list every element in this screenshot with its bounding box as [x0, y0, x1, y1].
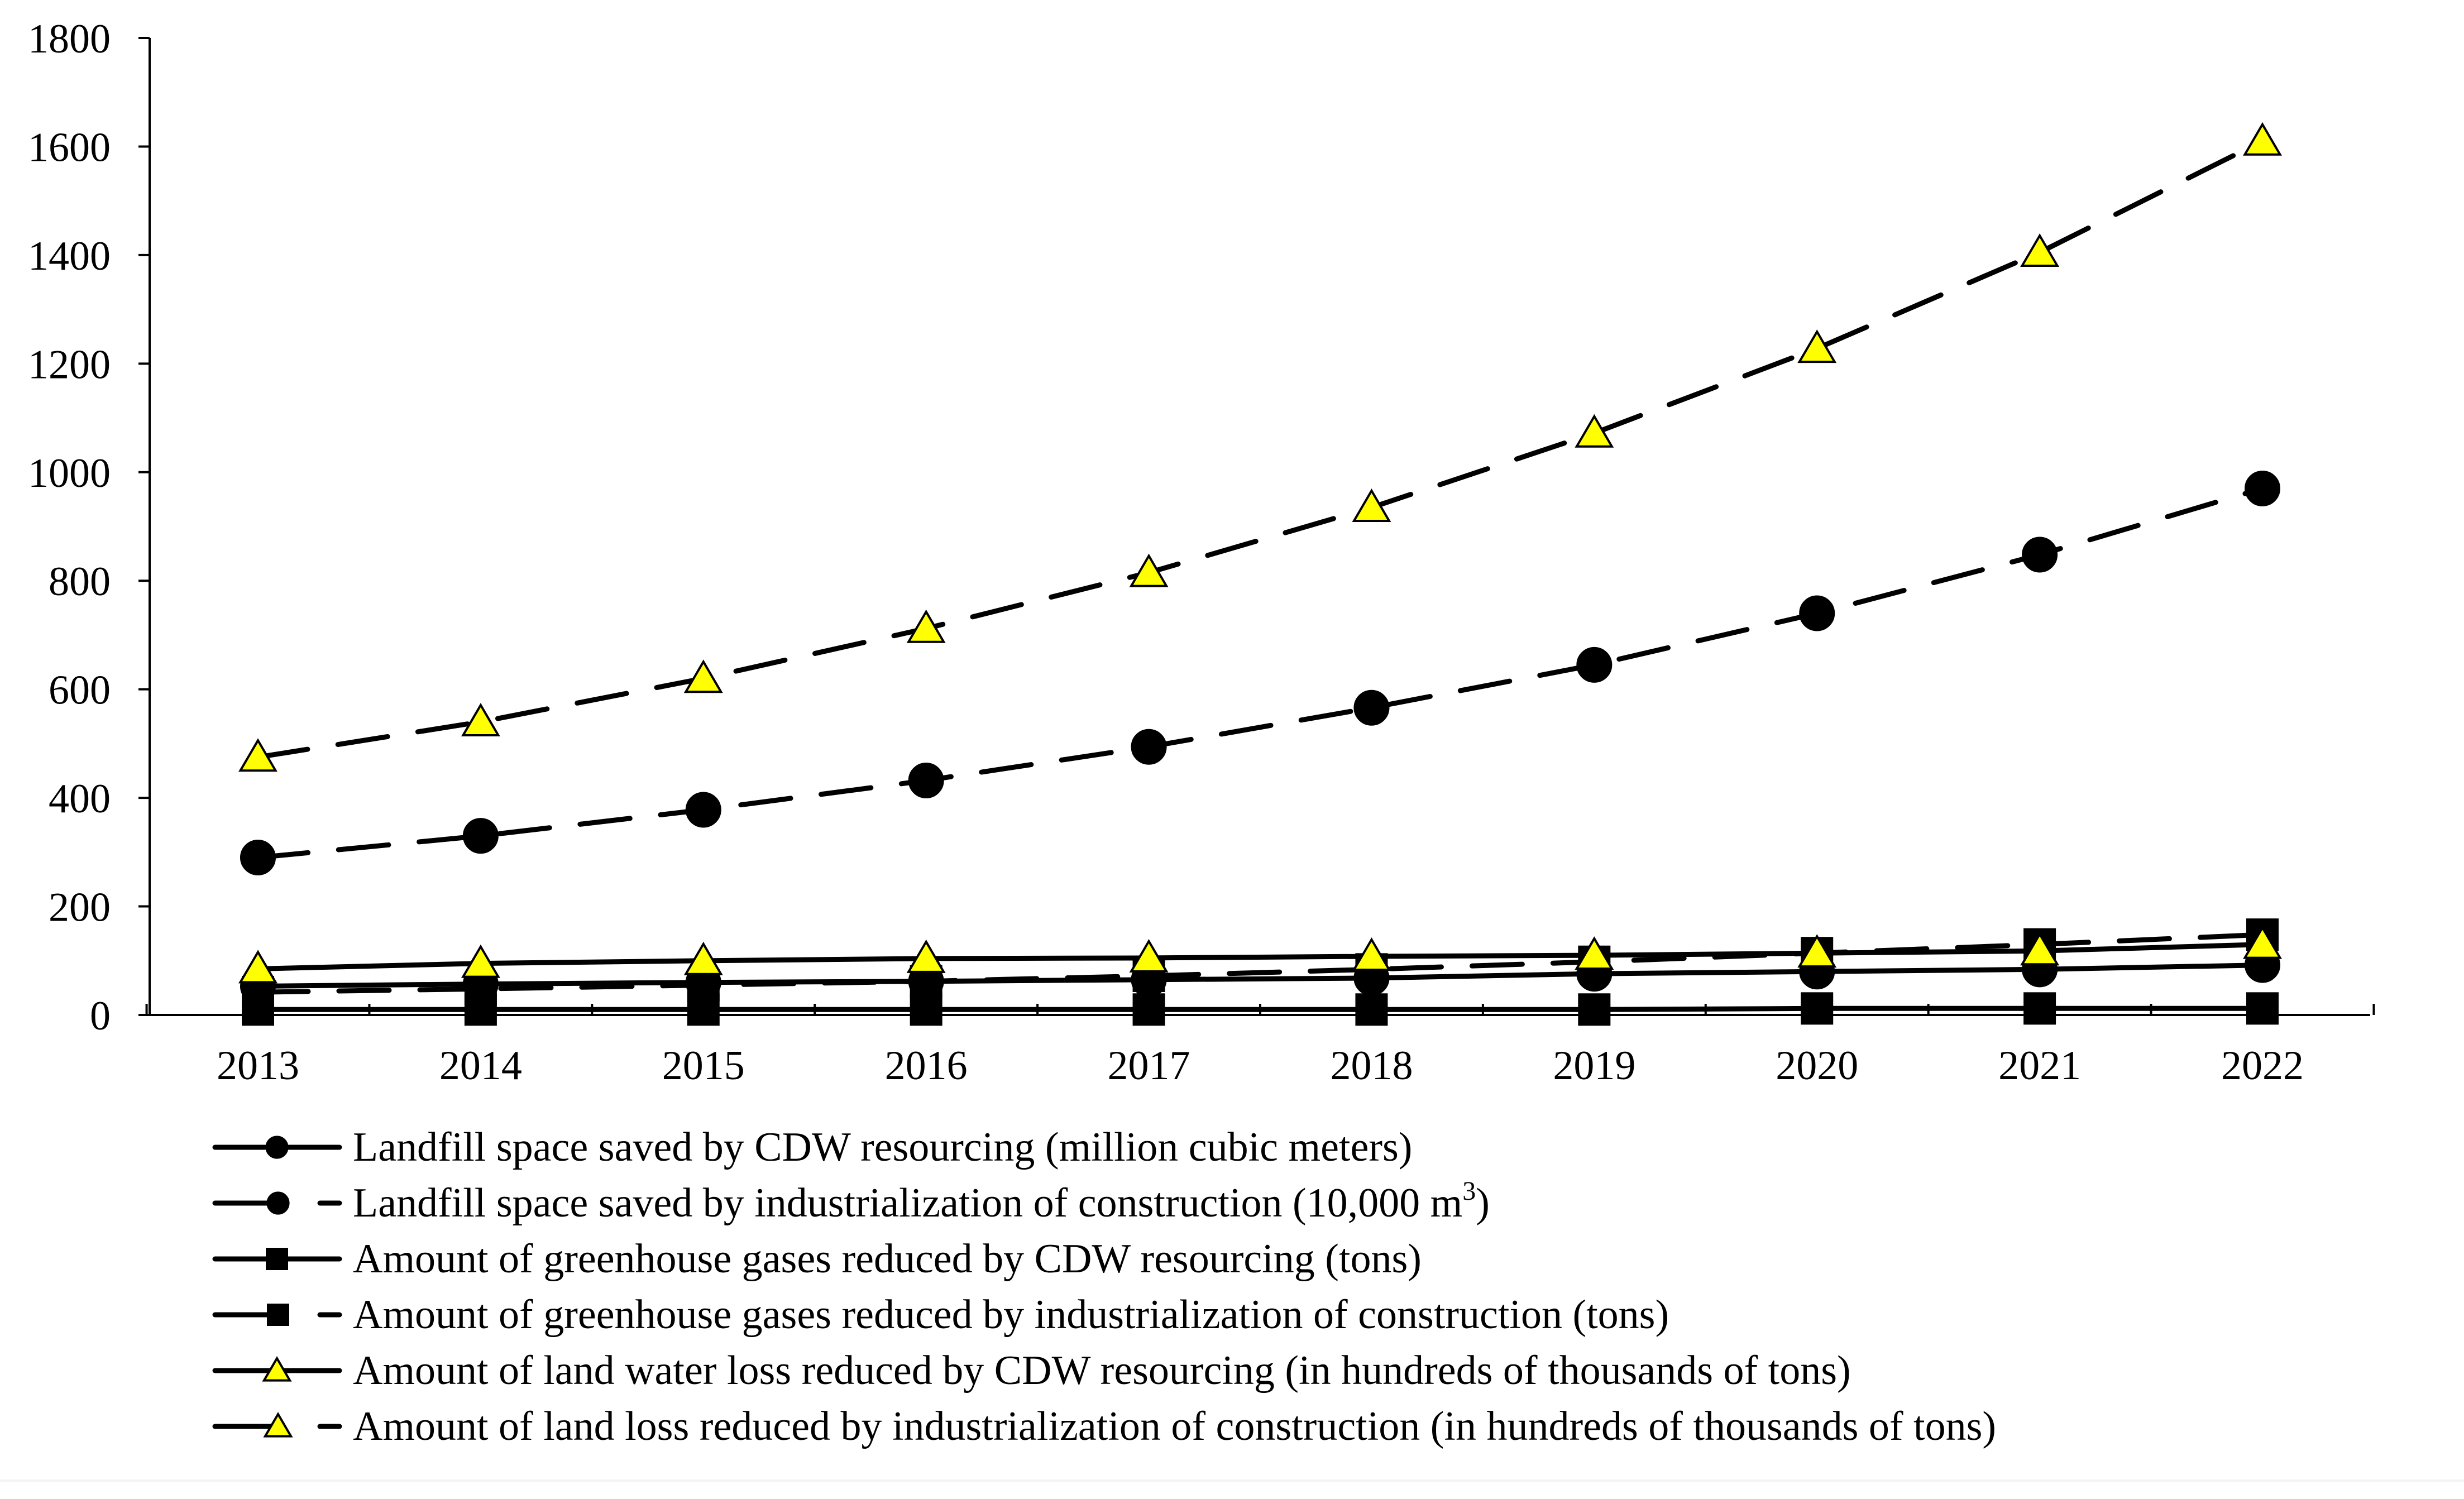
- series-6-point-2015: [683, 659, 723, 693]
- x-tick-label: 2022: [2221, 1043, 2304, 1089]
- x-tick-label: 2020: [1776, 1043, 1858, 1089]
- legend: Landfill space saved by CDW resourcing (…: [212, 1124, 1996, 1449]
- series-2-point-2018: [1353, 689, 1390, 726]
- y-tick-label: 1000: [28, 451, 111, 496]
- x-tick-label: 2015: [662, 1043, 745, 1089]
- legend-entry-3: Amount of greenhouse gases reduced by CD…: [212, 1236, 1422, 1282]
- legend-label-text: Amount of greenhouse gases reduced by CD…: [353, 1236, 1422, 1282]
- series-4-point-2014: [464, 973, 497, 1005]
- series-line-2: [255, 486, 2265, 860]
- legend-entry-1: Landfill space saved by CDW resourcing (…: [212, 1124, 1412, 1170]
- legend-label-text: Amount of greenhouse gases reduced by in…: [353, 1292, 1669, 1338]
- series-5-point-2016: [906, 939, 946, 973]
- x-tick-label: 2013: [217, 1043, 299, 1089]
- legend-entry-4: Amount of greenhouse gases reduced by in…: [212, 1292, 1669, 1338]
- legend-label-text: Landfill space saved by industrializatio…: [353, 1180, 1462, 1226]
- y-tick-label: 0: [90, 993, 111, 1039]
- legend-entry-6: Amount of land loss reduced by industria…: [212, 1404, 1996, 1449]
- x-tick-label: 2018: [1330, 1043, 1413, 1089]
- legend-label-text: Amount of land water loss reduced by CDW…: [353, 1348, 1851, 1393]
- axes: 0 200 400 600 800 1000 1200 1400 1600 1800 2013 201…: [28, 16, 2375, 1089]
- series-6-point-2021: [2020, 233, 2060, 267]
- legend-label: Landfill space saved by industrializatio…: [353, 1176, 1490, 1226]
- series-3-point-2017: [1132, 993, 1165, 1026]
- series-line-6: [255, 138, 2265, 760]
- series-line-1: [255, 962, 2265, 989]
- legend-label-suffix: ): [1476, 1180, 1490, 1226]
- legend-marker: [262, 1356, 292, 1382]
- legend-marker: [266, 1191, 290, 1215]
- x-tick-label: 2019: [1553, 1043, 1635, 1089]
- series-6-point-2013: [238, 738, 278, 772]
- series-5-point-2015: [683, 941, 723, 975]
- y-tick-label: 1800: [28, 16, 111, 62]
- legend-entry-2: Landfill space saved by industrializatio…: [212, 1176, 1490, 1226]
- y-tick-label: 1400: [28, 233, 111, 279]
- series-6-point-2019: [1575, 414, 1614, 448]
- series-6-point-2014: [461, 703, 500, 736]
- series-5-point-2014: [461, 944, 500, 978]
- series-5-point-2017: [1129, 938, 1169, 973]
- legend-label-text: Amount of land loss reduced by industria…: [353, 1404, 1996, 1449]
- y-tick-label: 200: [49, 885, 111, 931]
- legend-marker: [267, 1304, 289, 1326]
- series-5-point-2019: [1575, 936, 1614, 970]
- series-6-point-2020: [1797, 329, 1837, 363]
- legend-entry-5: Amount of land water loss reduced by CDW…: [212, 1348, 1851, 1393]
- series-5-point-2021: [2020, 932, 2060, 966]
- y-tick-label: 400: [49, 776, 111, 822]
- y-tick-label: 800: [49, 559, 111, 605]
- series-5-point-2020: [1797, 934, 1837, 968]
- series-2-point-2022: [2245, 470, 2280, 506]
- series-2-point-2020: [1799, 595, 1835, 631]
- series-5-point-2018: [1352, 937, 1391, 971]
- series-5-point-2013: [238, 950, 278, 984]
- series-5-point-2022: [2243, 925, 2282, 959]
- series-6-point-2017: [1129, 553, 1169, 587]
- series-3-point-2020: [1801, 992, 1834, 1025]
- data-markers: [238, 122, 2282, 1026]
- legend-label: Amount of land water loss reduced by CDW…: [353, 1348, 1851, 1393]
- series-6-point-2016: [906, 609, 946, 643]
- series-6-point-2018: [1352, 489, 1391, 522]
- series-line-5: [255, 942, 2265, 971]
- series-2-point-2017: [1131, 729, 1167, 765]
- legend-label: Amount of greenhouse gases reduced by CD…: [353, 1236, 1422, 1282]
- series-2-point-2013: [240, 840, 276, 876]
- series-2-point-2019: [1576, 646, 1613, 683]
- legend-label: Amount of land loss reduced by industria…: [353, 1404, 1996, 1449]
- series-2-point-2016: [908, 763, 944, 798]
- legend-label-superscript: 3: [1462, 1176, 1476, 1206]
- legend-label: Landfill space saved by CDW resourcing (…: [353, 1124, 1412, 1170]
- bottom-divider: [0, 1479, 2464, 1482]
- legend-label: Amount of greenhouse gases reduced by in…: [353, 1292, 1669, 1338]
- series-2-point-2014: [462, 818, 499, 854]
- legend-marker: [263, 1412, 293, 1438]
- series-line-4: [255, 932, 2265, 995]
- series-3-point-2016: [910, 993, 942, 1026]
- x-tick-label: 2014: [439, 1043, 522, 1089]
- y-tick-label: 600: [49, 668, 111, 713]
- legend-label-text: Landfill space saved by CDW resourcing (…: [353, 1124, 1412, 1170]
- y-tick-label: 1600: [28, 124, 111, 170]
- plot-lines: [255, 138, 2265, 1012]
- y-tick-label: 1200: [28, 342, 111, 387]
- legend-marker: [266, 1248, 288, 1270]
- x-tick-label: 2017: [1108, 1043, 1190, 1089]
- series-3-point-2019: [1578, 993, 1611, 1026]
- series-3-point-2018: [1355, 993, 1388, 1026]
- legend-marker: [265, 1136, 289, 1159]
- series-6-point-2022: [2243, 122, 2282, 156]
- x-tick-label: 2016: [885, 1043, 968, 1089]
- series-3-point-2021: [2023, 992, 2056, 1025]
- x-tick-label: 2021: [1998, 1043, 2081, 1089]
- series-3-point-2022: [2246, 992, 2279, 1025]
- series-2-point-2021: [2022, 537, 2058, 573]
- series-2-point-2015: [685, 792, 721, 828]
